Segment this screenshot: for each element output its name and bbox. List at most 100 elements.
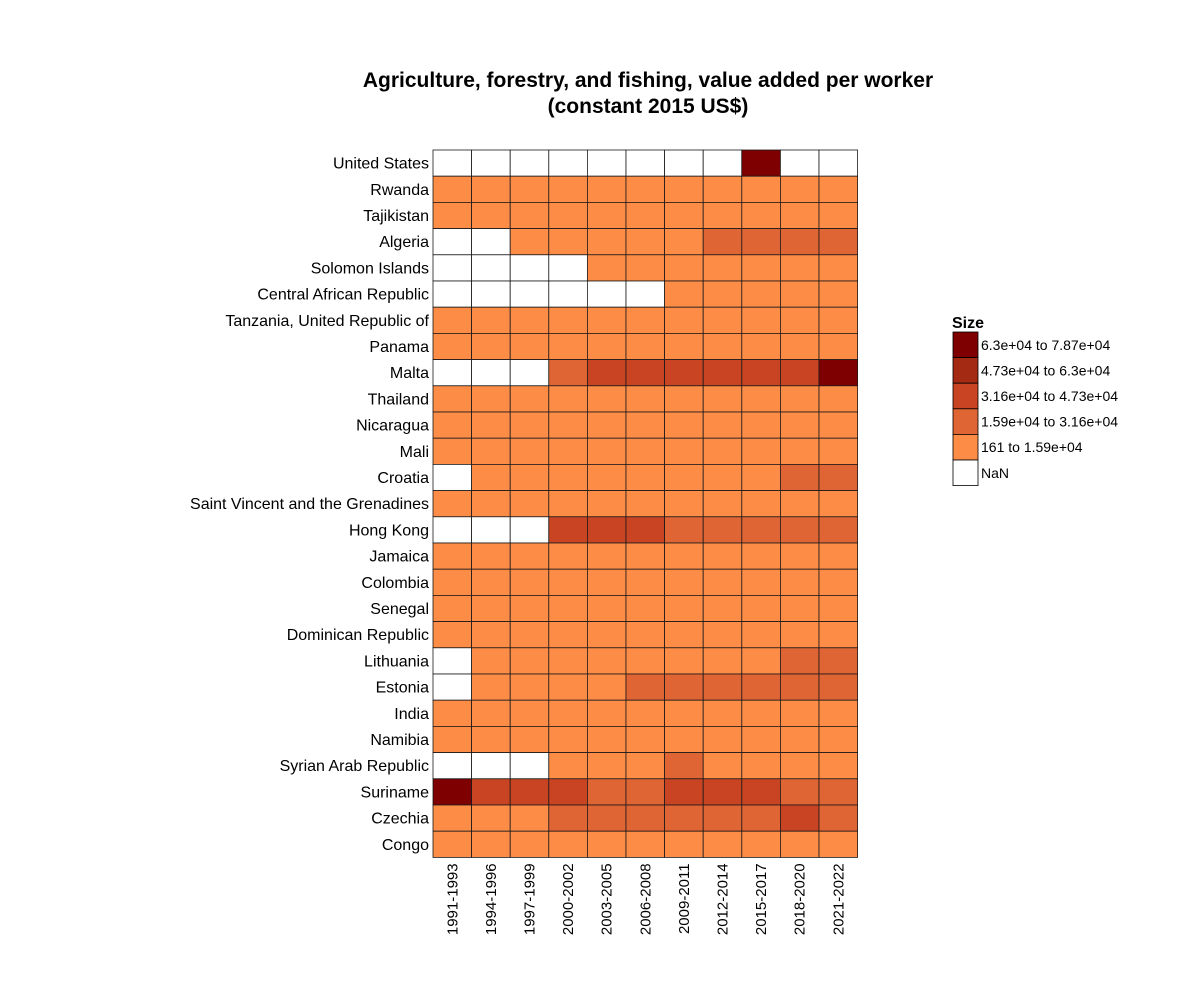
y-tick-label: Algeria	[379, 234, 429, 251]
heatmap-cell	[548, 306, 588, 334]
heatmap-cell	[780, 385, 820, 413]
legend-label: 3.16e+04 to 4.73e+04	[981, 388, 1118, 404]
heatmap-cell	[780, 306, 820, 334]
y-tick-label: Hong Kong	[349, 522, 429, 539]
heatmap-cell	[432, 699, 472, 727]
y-tick-label: Panama	[369, 339, 429, 356]
y-tick-label: Mali	[400, 444, 429, 461]
heatmap-cell	[432, 490, 472, 518]
heatmap-cell	[509, 778, 550, 806]
heatmap-cell	[548, 699, 588, 727]
heatmap-cell	[509, 490, 550, 518]
heatmap-cell	[818, 175, 858, 203]
x-tick-label: 1997-1999	[522, 863, 539, 935]
heatmap-cell	[432, 332, 472, 360]
heatmap-cell	[548, 490, 588, 518]
heatmap-cell	[741, 804, 781, 832]
heatmap-cell	[432, 175, 472, 203]
heatmap-cell	[664, 490, 704, 518]
heatmap-cell	[702, 647, 743, 675]
heatmap-cell	[741, 673, 781, 701]
y-tick-label: Tanzania, United Republic of	[225, 313, 429, 330]
heatmap-cell	[432, 280, 472, 308]
heatmap-cell	[702, 306, 743, 334]
heatmap-cell	[702, 175, 743, 203]
heatmap-cell	[509, 175, 550, 203]
heatmap-cell	[741, 778, 781, 806]
heatmap-cell	[625, 830, 665, 858]
heatmap-cell	[548, 673, 588, 701]
heatmap-cell	[625, 778, 665, 806]
heatmap-cell	[625, 699, 665, 727]
heatmap-cell	[625, 411, 665, 439]
y-tick-label: Syrian Arab Republic	[280, 758, 429, 775]
heatmap-cell	[471, 778, 511, 806]
x-tick-label: 2018-2020	[792, 863, 809, 935]
heatmap-cell	[664, 228, 704, 256]
heatmap-cell	[818, 516, 858, 544]
heatmap-cell	[625, 568, 665, 596]
heatmap-cell	[818, 726, 858, 754]
heatmap-cell	[509, 463, 550, 491]
heatmap-cell	[780, 463, 820, 491]
heatmap-cell	[664, 830, 704, 858]
x-tick-label: 2003-2005	[599, 863, 616, 935]
heatmap-cell	[471, 385, 511, 413]
heatmap-cell	[741, 726, 781, 754]
heatmap-cell	[509, 280, 550, 308]
heatmap-cell	[548, 595, 588, 623]
heatmap-cell	[548, 726, 588, 754]
heatmap-cell	[818, 778, 858, 806]
heatmap-cell	[702, 385, 743, 413]
x-tick-label: 2012-2014	[715, 863, 732, 935]
heatmap-cell	[587, 306, 627, 334]
heatmap-cell	[818, 149, 858, 177]
heatmap-cell	[509, 568, 550, 596]
heatmap-cell	[741, 595, 781, 623]
heatmap-cell	[741, 490, 781, 518]
heatmap-cell	[432, 568, 472, 596]
heatmap-cell	[587, 673, 627, 701]
heatmap-cell	[625, 306, 665, 334]
heatmap-cell	[818, 699, 858, 727]
x-tick-label: 2015-2017	[753, 863, 770, 935]
x-tick-label: 1994-1996	[483, 863, 500, 935]
heatmap-cell	[625, 175, 665, 203]
heatmap-cell	[587, 804, 627, 832]
heatmap-cell	[548, 332, 588, 360]
heatmap-cell	[741, 411, 781, 439]
heatmap-cell	[432, 830, 472, 858]
heatmap-cell	[702, 411, 743, 439]
heatmap-cell	[625, 804, 665, 832]
legend-label: 4.73e+04 to 6.3e+04	[981, 362, 1110, 378]
legend-label: 6.3e+04 to 7.87e+04	[981, 337, 1110, 353]
y-tick-label: Colombia	[361, 575, 429, 592]
heatmap-cell	[548, 228, 588, 256]
heatmap-cell	[780, 568, 820, 596]
heatmap-cell	[625, 201, 665, 229]
chart-title-line-1: Agriculture, forestry, and fishing, valu…	[362, 69, 934, 92]
heatmap-cell	[548, 437, 588, 465]
heatmap-cell	[741, 621, 781, 649]
heatmap-cell	[548, 280, 588, 308]
heatmap-cell	[471, 280, 511, 308]
heatmap-cell	[509, 830, 550, 858]
y-tick-label: Croatia	[377, 470, 429, 487]
heatmap-cell	[509, 647, 550, 675]
heatmap-cell	[702, 621, 743, 649]
heatmap-cell	[780, 228, 820, 256]
heatmap-cell	[664, 542, 704, 570]
heatmap-cell	[548, 149, 588, 177]
heatmap-cell	[625, 437, 665, 465]
heatmap-cell	[664, 804, 704, 832]
heatmap-cell	[587, 411, 627, 439]
y-tick-label: Namibia	[370, 732, 429, 749]
heatmap-cell	[664, 778, 704, 806]
heatmap-cell	[664, 149, 704, 177]
heatmap-cell	[664, 254, 704, 282]
heatmap-cell	[548, 804, 588, 832]
heatmap-cell	[741, 699, 781, 727]
heatmap-cell	[741, 306, 781, 334]
heatmap-cell	[587, 726, 627, 754]
heatmap-cell	[702, 699, 743, 727]
